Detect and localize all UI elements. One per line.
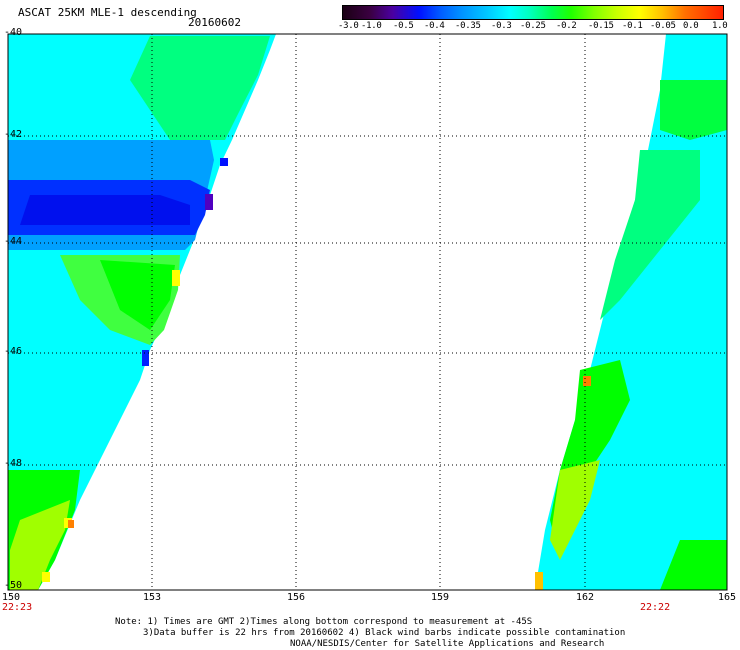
lon-label: 156 [287,592,306,603]
colorbar-label: -0.05 [650,21,676,31]
colorbar-label: -0.25 [520,21,546,31]
note-line-1: Note: 1) Times are GMT 2)Times along bot… [115,617,533,627]
colorbar [342,5,724,20]
left-swath [8,34,276,590]
time-label-right: 22:22 [640,602,671,613]
lon-label: 153 [143,592,162,603]
colorbar-label: -3.0 [338,21,359,31]
time-label-left: 22:23 [2,602,33,613]
map-date: 20160602 [188,16,241,29]
colorbar-label: 0.0 [683,21,699,31]
map-title: ASCAT 25KM MLE-1 descending [18,6,197,19]
colorbar-label: -0.5 [393,21,414,31]
lon-label: 165 [718,592,737,603]
lon-label: 150 [2,592,21,603]
lat-label: -48 [4,458,23,469]
colorbar-label: -0.2 [556,21,577,31]
lat-label: -42 [4,129,23,140]
map-frame [7,33,728,591]
colorbar-label: -0.3 [491,21,512,31]
lat-label: -50 [4,580,23,591]
lon-label: 159 [431,592,450,603]
lon-label: 162 [576,592,595,603]
colorbar-label: -1.0 [361,21,382,31]
lat-label: -40 [4,27,23,38]
colorbar-label: -0.15 [588,21,614,31]
lat-label: -44 [4,236,23,247]
colorbar-label: -0.35 [455,21,481,31]
colorbar-label: -0.4 [424,21,445,31]
colorbar-label: -0.1 [622,21,643,31]
lat-label: -46 [4,346,23,357]
note-line-3: NOAA/NESDIS/Center for Satellite Applica… [290,639,605,649]
right-swath [535,34,727,590]
note-line-2: 3)Data buffer is 22 hrs from 20160602 4)… [143,628,626,638]
gridlines [8,34,727,590]
colorbar-label: 1.0 [712,21,728,31]
